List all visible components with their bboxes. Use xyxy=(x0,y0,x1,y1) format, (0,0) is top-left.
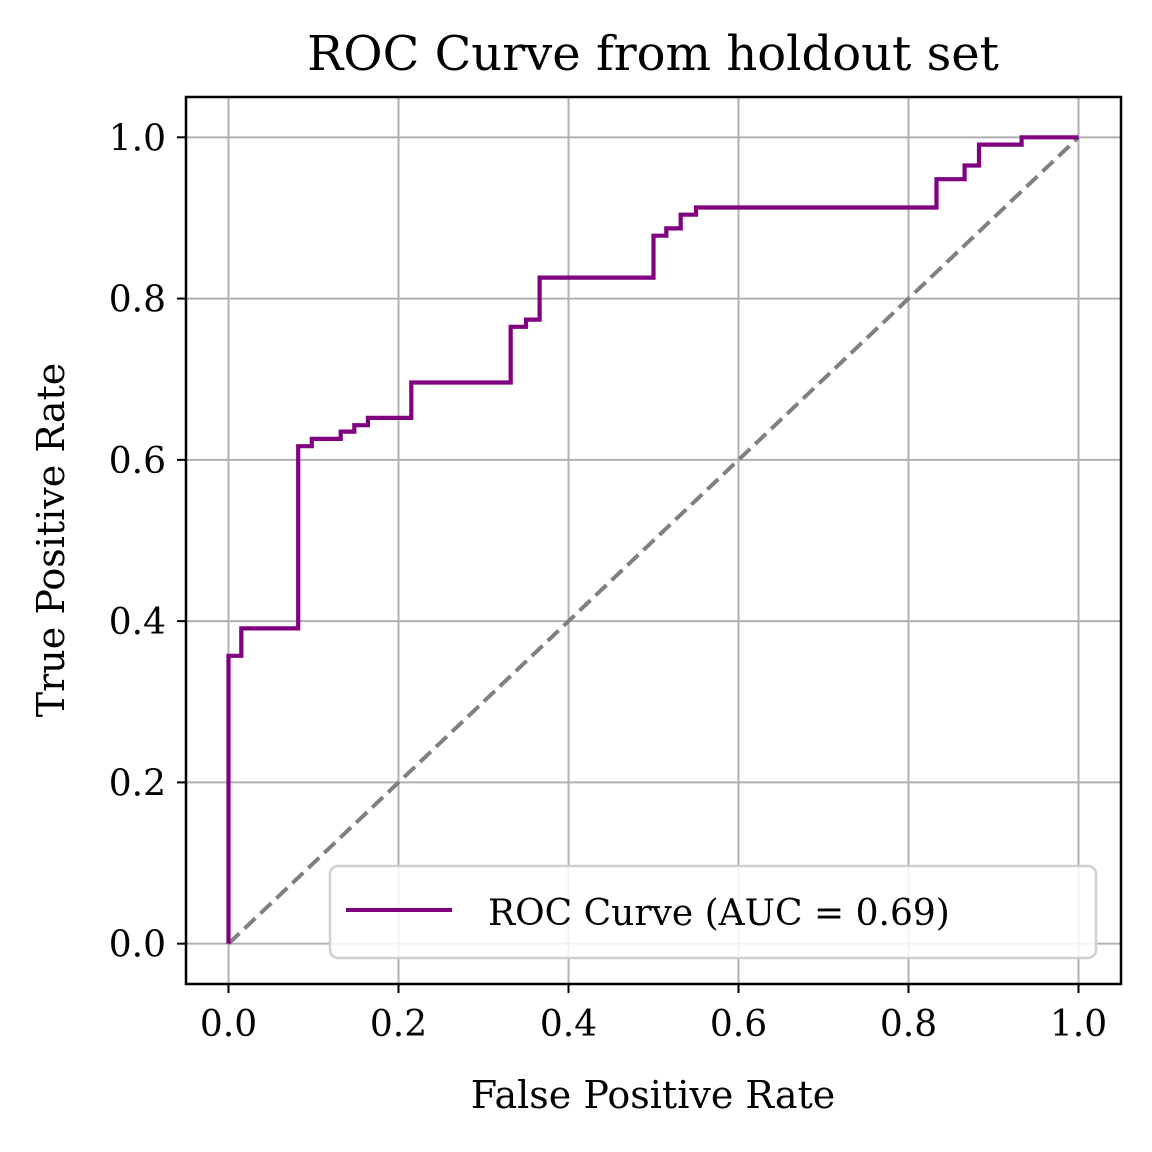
y-tick-label: 0.2 xyxy=(109,763,166,804)
legend: ROC Curve (AUC = 0.69) xyxy=(328,864,1098,960)
legend-box xyxy=(328,864,1098,960)
y-tick-label: 1.0 xyxy=(109,118,166,159)
y-tick-label: 0.8 xyxy=(109,280,166,321)
x-axis: 0.0 0.2 0.4 0.6 0.8 1.0 xyxy=(200,984,1107,1045)
legend-entry: ROC Curve (AUC = 0.69) xyxy=(488,893,950,934)
x-tick-label: 0.4 xyxy=(540,1004,597,1045)
y-tick-label: 0.0 xyxy=(109,925,166,966)
grid xyxy=(186,97,1121,984)
chart-title: ROC Curve from holdout set xyxy=(307,26,999,82)
plot-frame xyxy=(184,95,1123,986)
x-tick-label: 0.8 xyxy=(880,1004,937,1045)
x-axis-label: False Positive Rate xyxy=(471,1073,836,1117)
x-tick-label: 0.0 xyxy=(200,1004,257,1045)
y-axis: 0.0 0.2 0.4 0.6 0.8 1.0 xyxy=(109,118,186,966)
series-layer xyxy=(226,135,1080,946)
y-tick-label: 0.4 xyxy=(109,602,166,643)
y-axis-label: True Positive Rate xyxy=(29,363,73,717)
x-tick-label: 0.6 xyxy=(710,1004,767,1045)
chance-diagonal-line xyxy=(227,135,1080,946)
roc-curve-line xyxy=(226,135,1079,944)
y-tick-label: 0.6 xyxy=(109,441,166,482)
x-tick-label: 0.2 xyxy=(370,1004,427,1045)
x-tick-label: 1.0 xyxy=(1050,1004,1107,1045)
